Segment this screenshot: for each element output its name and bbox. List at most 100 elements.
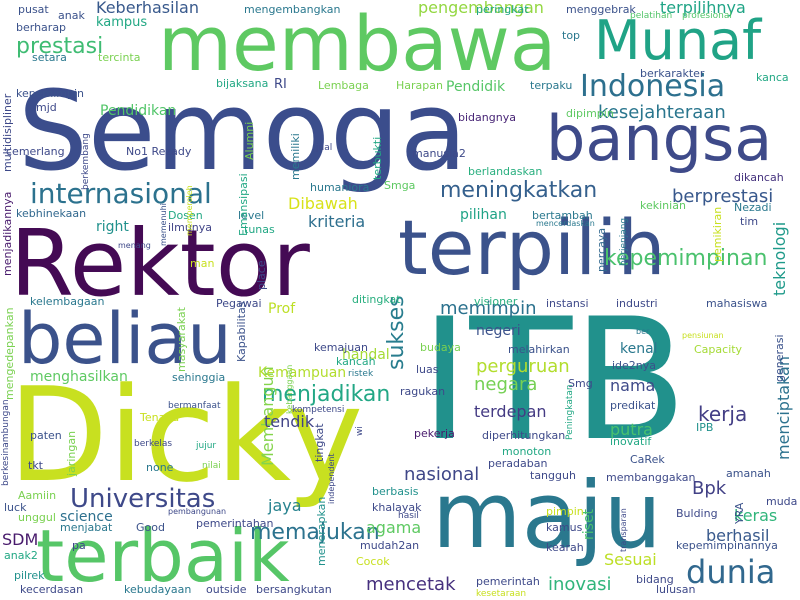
word: Semoga <box>18 67 468 195</box>
word: ristek <box>348 369 374 379</box>
word: tunas <box>244 223 275 236</box>
word: beliau <box>18 298 232 380</box>
word: perguruan <box>476 356 570 377</box>
word: multidisipliner <box>1 93 14 172</box>
word: Smg <box>568 377 593 390</box>
word: cemerlang <box>6 145 65 158</box>
word: pemerintahan <box>196 517 274 530</box>
word: CaRek <box>630 453 665 466</box>
word: berkesinambungan <box>1 399 11 486</box>
word: agama <box>366 518 422 537</box>
word: inovasi <box>548 574 612 595</box>
word: level <box>238 209 265 222</box>
word: anak <box>58 9 85 22</box>
word: berprestasi <box>672 186 774 207</box>
word: diperhitungkan <box>482 429 566 442</box>
word: Alumni <box>243 121 256 160</box>
word: memiliki <box>289 133 302 180</box>
word: terpilih <box>398 203 666 292</box>
word: Lembaga <box>318 79 369 92</box>
word: kerja <box>698 402 748 426</box>
word: mengembangkan <box>244 3 341 16</box>
word: ITB <box>420 282 688 478</box>
word: outside <box>206 583 247 596</box>
word: memperoleh <box>185 185 194 236</box>
word: RI <box>274 77 287 92</box>
word: pembangunan <box>168 507 227 516</box>
word: Tenaga <box>140 411 180 424</box>
word: berlandaskan <box>468 165 543 178</box>
word: luck <box>4 501 27 514</box>
word: Smga <box>384 179 416 192</box>
word: bidangnya <box>458 111 516 124</box>
word: Universitas <box>70 484 216 514</box>
word: mencetak <box>366 574 456 595</box>
word: right <box>96 219 129 235</box>
word: visioner <box>474 295 518 308</box>
word: ilmunya <box>168 221 213 234</box>
word: bertambah <box>532 209 593 222</box>
word: menjabat <box>60 521 113 534</box>
word: peradaban <box>488 457 548 470</box>
word: kompetensi <box>292 405 345 415</box>
word: pekerja <box>414 427 455 440</box>
word: menerapkan <box>315 496 328 566</box>
word: budaya <box>420 341 461 354</box>
word: industri <box>616 297 658 310</box>
word: kebhinekaan <box>16 207 87 220</box>
word: kelembagaan <box>30 295 105 308</box>
word: prestasi <box>16 34 104 59</box>
word: kancah <box>336 355 376 368</box>
word: mengedepankan <box>3 307 16 400</box>
word: memimpin <box>440 298 537 319</box>
word: instansi <box>546 297 589 310</box>
word: SDM <box>2 530 39 549</box>
word: pusat <box>18 3 49 16</box>
word: berkembang <box>81 133 91 190</box>
word: mahasiswa <box>706 297 768 310</box>
word: jaringan <box>65 430 78 476</box>
word: Pendidikan <box>100 103 177 119</box>
word: ber <box>636 327 650 336</box>
word: kemajuan <box>314 341 368 354</box>
word: meningkatkan <box>440 178 598 203</box>
word: kesejahteraan <box>598 102 726 123</box>
word: manusia2 <box>412 147 466 160</box>
word: none <box>146 461 174 474</box>
word: berhasil <box>706 526 770 545</box>
word: dipimpin <box>566 107 614 120</box>
word: membawa <box>158 0 557 88</box>
word: Keberhasilan <box>96 0 199 17</box>
word: tkt <box>28 459 43 472</box>
word: monoton <box>502 445 552 458</box>
word: Good <box>136 521 165 534</box>
word: peringkat <box>476 3 529 16</box>
word: kekinian <box>640 199 686 212</box>
word: dikancah <box>734 171 784 184</box>
word: bidang <box>636 573 674 586</box>
word: menang <box>118 241 151 250</box>
word: khalayak <box>372 501 422 514</box>
word: riset <box>581 508 597 540</box>
word: masyarakat <box>175 307 188 372</box>
word: nilai <box>202 461 221 471</box>
word: wi <box>355 426 365 436</box>
word: paten <box>30 429 62 442</box>
word: muda <box>766 495 798 508</box>
word: Prof <box>268 301 296 317</box>
word: kepemimpinan <box>604 246 768 271</box>
word: menggebrak <box>566 3 636 16</box>
word: Nezadi <box>734 201 772 214</box>
word: Peningkatan <box>565 384 575 440</box>
word: menghasilkan <box>30 369 128 385</box>
word: pemerintah <box>476 575 540 588</box>
word: IPB <box>696 421 714 434</box>
word: kepemimpin <box>16 87 84 100</box>
word: mencerdaskan <box>536 219 595 228</box>
word: kebanggaan <box>285 364 294 414</box>
word: amanah <box>726 467 771 480</box>
word: inovatif <box>610 435 652 448</box>
word: pimpin <box>546 505 584 518</box>
word: pilrek <box>14 569 45 582</box>
word: bangsa <box>546 102 773 175</box>
